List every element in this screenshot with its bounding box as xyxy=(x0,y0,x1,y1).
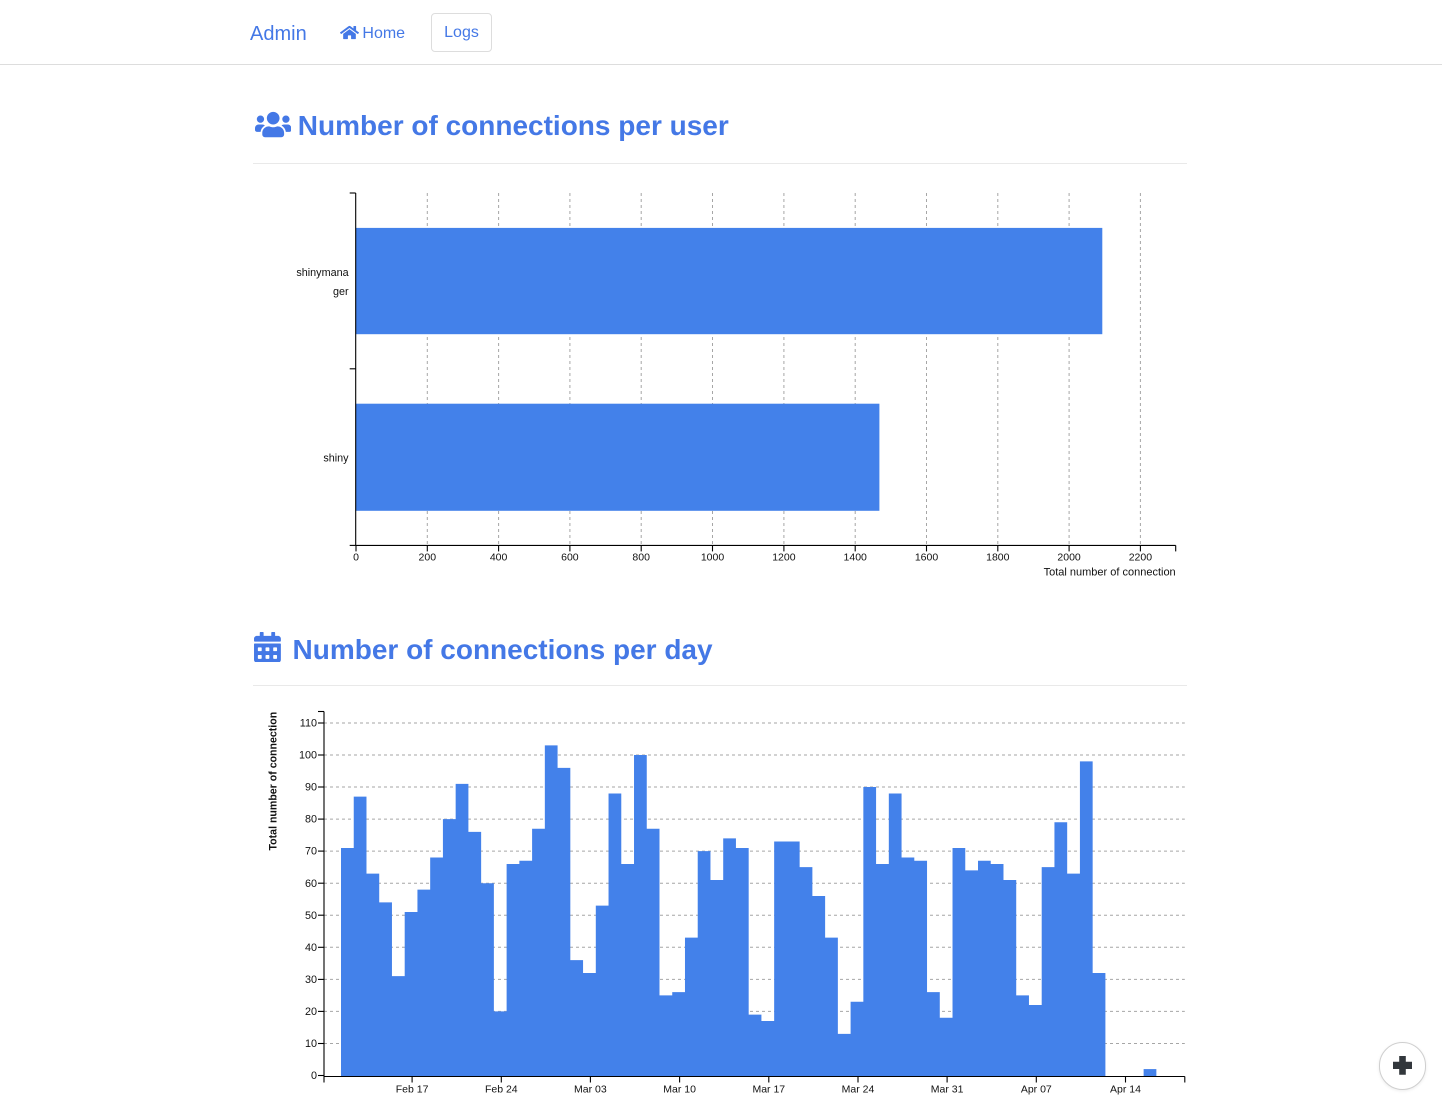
svg-text:0: 0 xyxy=(311,1070,317,1082)
svg-text:1200: 1200 xyxy=(772,552,796,564)
svg-text:Apr 14: Apr 14 xyxy=(1110,1083,1141,1095)
svg-text:60: 60 xyxy=(305,878,317,890)
svg-text:1800: 1800 xyxy=(986,552,1010,564)
svg-text:10: 10 xyxy=(305,1038,317,1050)
svg-text:Mar 03: Mar 03 xyxy=(574,1083,607,1095)
svg-text:30: 30 xyxy=(305,974,317,986)
svg-text:Feb 17: Feb 17 xyxy=(396,1083,429,1095)
svg-text:50: 50 xyxy=(305,910,317,922)
svg-text:200: 200 xyxy=(419,552,437,564)
svg-text:40: 40 xyxy=(305,942,317,954)
svg-text:Mar 17: Mar 17 xyxy=(752,1083,785,1095)
svg-text:90: 90 xyxy=(305,782,317,794)
svg-text:shiny: shiny xyxy=(323,453,349,465)
svg-text:1600: 1600 xyxy=(915,552,939,564)
svg-text:2200: 2200 xyxy=(1129,552,1153,564)
svg-text:Mar 24: Mar 24 xyxy=(842,1083,875,1095)
svg-text:Mar 10: Mar 10 xyxy=(663,1083,696,1095)
svg-text:100: 100 xyxy=(299,750,317,762)
svg-text:1000: 1000 xyxy=(701,552,725,564)
svg-text:Apr 07: Apr 07 xyxy=(1021,1083,1052,1095)
svg-text:Mar 31: Mar 31 xyxy=(931,1083,964,1095)
svg-text:70: 70 xyxy=(305,846,317,858)
svg-text:400: 400 xyxy=(490,552,508,564)
svg-text:shinymana: shinymana xyxy=(296,267,348,279)
svg-text:Feb 24: Feb 24 xyxy=(485,1083,518,1095)
svg-text:ger: ger xyxy=(333,286,349,298)
svg-text:1400: 1400 xyxy=(844,552,868,564)
svg-text:110: 110 xyxy=(300,718,317,730)
svg-text:80: 80 xyxy=(305,814,317,826)
svg-text:Total number of connection: Total number of connection xyxy=(1044,566,1176,578)
svg-text:600: 600 xyxy=(561,552,579,564)
svg-text:20: 20 xyxy=(305,1006,317,1018)
svg-text:2000: 2000 xyxy=(1057,552,1081,564)
svg-text:800: 800 xyxy=(632,552,650,564)
svg-text:0: 0 xyxy=(353,552,359,564)
svg-text:Total number of connection: Total number of connection xyxy=(268,712,280,851)
